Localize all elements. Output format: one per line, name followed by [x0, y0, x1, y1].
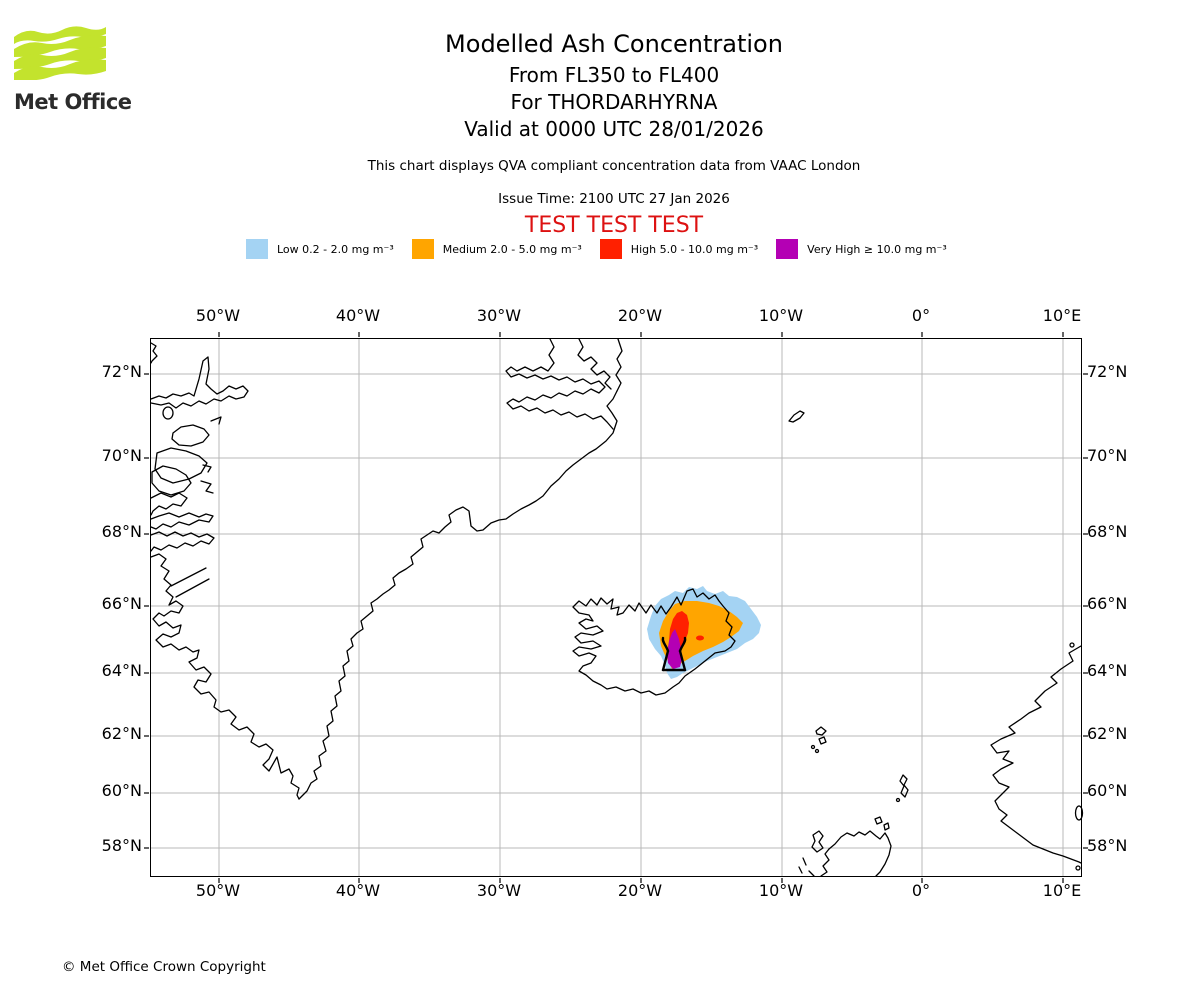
lat-tick-left: 66°N — [101, 594, 142, 613]
legend-swatch-high — [599, 239, 622, 259]
scotland-coastline — [798, 830, 892, 877]
legend-swatch-low — [246, 239, 268, 259]
lon-tick-top: 0° — [911, 306, 931, 325]
lat-tick-right: 58°N — [1087, 836, 1128, 855]
valid-time-subtitle: Valid at 0000 UTC 28/01/2026 — [464, 117, 764, 141]
legend-item-low: Low 0.2 - 2.0 mg m⁻³ — [246, 239, 394, 259]
lon-tick-top: 40°W — [335, 306, 381, 325]
ash-plume-high-spot — [696, 635, 704, 641]
lat-tick-left: 64°N — [101, 661, 142, 680]
jan-mayen-coastline — [788, 410, 805, 423]
norway-coastline — [990, 642, 1084, 871]
page-title: Modelled Ash Concentration — [445, 30, 783, 58]
lat-tick-right: 64°N — [1087, 661, 1128, 680]
lon-tick-bottom: 40°W — [335, 881, 381, 900]
volcano-subtitle: For THORDARHYRNA — [510, 90, 718, 114]
map-svg — [144, 332, 1088, 883]
met-office-logo-text: Met Office — [14, 90, 132, 114]
lon-tick-bottom: 30°W — [476, 881, 522, 900]
lat-tick-right: 62°N — [1087, 724, 1128, 743]
legend-item-high: High 5.0 - 10.0 mg m⁻³ — [599, 239, 759, 259]
faroe-islands-coastline — [810, 726, 827, 754]
lon-tick-bottom: 10°E — [1042, 881, 1082, 900]
lon-tick-top: 30°W — [476, 306, 522, 325]
lon-tick-bottom: 50°W — [195, 881, 241, 900]
legend-label-medium: Medium 2.0 - 5.0 mg m⁻³ — [442, 242, 582, 256]
lat-tick-left: 62°N — [101, 724, 142, 743]
copyright-notice: © Met Office Crown Copyright — [62, 959, 266, 975]
lat-tick-right: 70°N — [1087, 446, 1128, 465]
legend-swatch-medium — [411, 239, 434, 259]
issue-time: Issue Time: 2100 UTC 27 Jan 2026 — [498, 191, 730, 207]
lat-tick-right: 72°N — [1087, 362, 1128, 381]
ash-plume-very-high — [667, 629, 682, 669]
volcano-marker — [661, 636, 687, 672]
lat-tick-right: 68°N — [1087, 522, 1128, 541]
legend-swatch-very-high — [776, 239, 799, 259]
lat-tick-left: 58°N — [101, 836, 142, 855]
lat-tick-right: 66°N — [1087, 594, 1128, 613]
flight-level-subtitle: From FL350 to FL400 — [508, 63, 720, 87]
test-banner: TEST TEST TEST — [524, 213, 704, 238]
lon-tick-bottom: 10°W — [758, 881, 804, 900]
legend-label-high: High 5.0 - 10.0 mg m⁻³ — [630, 242, 759, 256]
lon-tick-top: 50°W — [195, 306, 241, 325]
legend: Low 0.2 - 2.0 mg m⁻³ Medium 2.0 - 5.0 mg … — [246, 239, 947, 259]
legend-item-medium: Medium 2.0 - 5.0 mg m⁻³ — [411, 239, 582, 259]
legend-item-very-high: Very High ≥ 10.0 mg m⁻³ — [776, 239, 947, 259]
lat-tick-left: 70°N — [101, 446, 142, 465]
met-office-logo: Met Office — [14, 26, 132, 114]
orkney-coastline — [874, 816, 890, 831]
lon-tick-bottom: 0° — [911, 881, 931, 900]
lat-tick-left: 72°N — [101, 362, 142, 381]
legend-label-very-high: Very High ≥ 10.0 mg m⁻³ — [807, 242, 947, 256]
qva-description: This chart displays QVA compliant concen… — [367, 158, 861, 174]
met-office-logo-waves-icon — [14, 26, 106, 81]
lon-tick-bottom: 20°W — [617, 881, 663, 900]
iceland-coastline — [572, 588, 736, 696]
axis-tickmarks — [144, 332, 1088, 883]
lon-tick-top: 10°E — [1042, 306, 1082, 325]
lat-tick-left: 60°N — [101, 781, 142, 800]
lon-tick-top: 10°W — [758, 306, 804, 325]
map-plot — [144, 332, 1088, 883]
lat-tick-left: 68°N — [101, 522, 142, 541]
shetland-coastline — [895, 774, 909, 803]
lon-tick-top: 20°W — [617, 306, 663, 325]
lat-tick-right: 60°N — [1087, 781, 1128, 800]
graticule-grid — [151, 339, 1081, 876]
legend-label-low: Low 0.2 - 2.0 mg m⁻³ — [277, 242, 394, 256]
greenland-coastline — [150, 338, 623, 800]
